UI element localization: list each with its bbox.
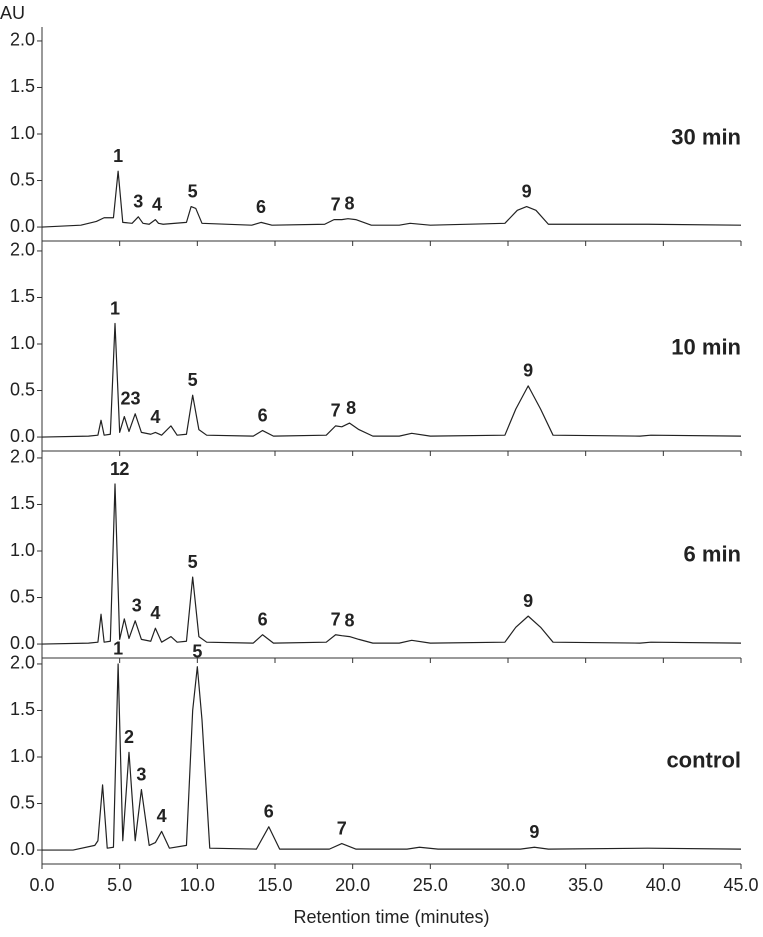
x-tick-label: 15.0 — [257, 875, 292, 895]
peak-label: 7 — [331, 194, 341, 214]
panel-title: 10 min — [671, 334, 741, 359]
peak-label: 6 — [258, 609, 268, 629]
y-tick-label: 1.5 — [10, 493, 35, 513]
peak-label: 3 — [132, 596, 142, 616]
peak-label: 8 — [346, 398, 356, 418]
peak-label: 23 — [121, 389, 141, 409]
peak-label: 6 — [264, 802, 274, 822]
y-tick-label: 1.0 — [10, 123, 35, 143]
peak-label: 4 — [150, 407, 160, 427]
peak-label: 9 — [523, 361, 533, 381]
y-tick-label: 1.5 — [10, 76, 35, 96]
peak-label: 1 — [113, 639, 123, 659]
y-tick-label: 1.0 — [10, 540, 35, 560]
y-tick-label: 0.5 — [10, 586, 35, 606]
y-tick-label: 2.0 — [10, 240, 35, 260]
y-tick-label: 1.0 — [10, 333, 35, 353]
x-tick-label: 40.0 — [646, 875, 681, 895]
peak-label: 4 — [152, 194, 162, 214]
peak-label: 7 — [331, 609, 341, 629]
y-tick-label: 0.5 — [10, 169, 35, 189]
y-tick-label: 2.0 — [10, 653, 35, 673]
peak-label: 7 — [337, 818, 347, 838]
peak-label: 5 — [188, 552, 198, 572]
peak-label: 3 — [133, 192, 143, 212]
peak-label: 9 — [529, 822, 539, 842]
y-axis-title: AU — [0, 3, 25, 23]
x-tick-label: 5.0 — [107, 875, 132, 895]
peak-label: 4 — [157, 806, 167, 826]
peak-label: 9 — [522, 181, 532, 201]
trace — [42, 663, 742, 851]
y-tick-label: 2.0 — [10, 30, 35, 50]
y-tick-label: 0.5 — [10, 379, 35, 399]
peak-label: 3 — [136, 764, 146, 784]
x-tick-label: 25.0 — [413, 875, 448, 895]
peak-label: 1 — [113, 146, 123, 166]
x-tick-label: 45.0 — [723, 875, 758, 895]
peak-label: 5 — [188, 370, 198, 390]
panel-title: 6 min — [684, 541, 741, 566]
trace — [41, 322, 742, 438]
peak-label: 1 — [110, 298, 120, 318]
y-tick-label: 0.0 — [10, 426, 35, 446]
y-tick-label: 1.5 — [10, 286, 35, 306]
panel-title: control — [666, 747, 741, 772]
y-tick-label: 1.0 — [10, 746, 35, 766]
x-tick-label: 20.0 — [335, 875, 370, 895]
x-axis-title: Retention time (minutes) — [293, 907, 489, 927]
x-tick-label: 10.0 — [180, 875, 215, 895]
peak-label: 6 — [258, 405, 268, 425]
peak-label: 4 — [150, 603, 160, 623]
x-tick-label: 30.0 — [490, 875, 525, 895]
y-tick-label: 2.0 — [10, 447, 35, 467]
peak-label: 9 — [523, 591, 533, 611]
x-tick-label: 35.0 — [568, 875, 603, 895]
peak-label: 5 — [188, 181, 198, 201]
trace — [41, 170, 742, 228]
peak-label: 5 — [192, 641, 202, 661]
peak-label: 8 — [345, 610, 355, 630]
x-tick-label: 0.0 — [29, 875, 54, 895]
peak-label: 6 — [256, 197, 266, 217]
y-tick-label: 1.5 — [10, 699, 35, 719]
peak-label: 8 — [345, 193, 355, 213]
y-tick-label: 0.0 — [10, 839, 35, 859]
peak-label: 2 — [119, 459, 129, 479]
y-tick-label: 0.0 — [10, 216, 35, 236]
peak-label: 7 — [331, 401, 341, 421]
trace — [41, 483, 742, 645]
y-tick-label: 0.0 — [10, 633, 35, 653]
panel-title: 30 min — [671, 124, 741, 149]
peak-label: 1 — [110, 459, 120, 479]
peak-label: 2 — [124, 727, 134, 747]
y-tick-label: 0.5 — [10, 792, 35, 812]
